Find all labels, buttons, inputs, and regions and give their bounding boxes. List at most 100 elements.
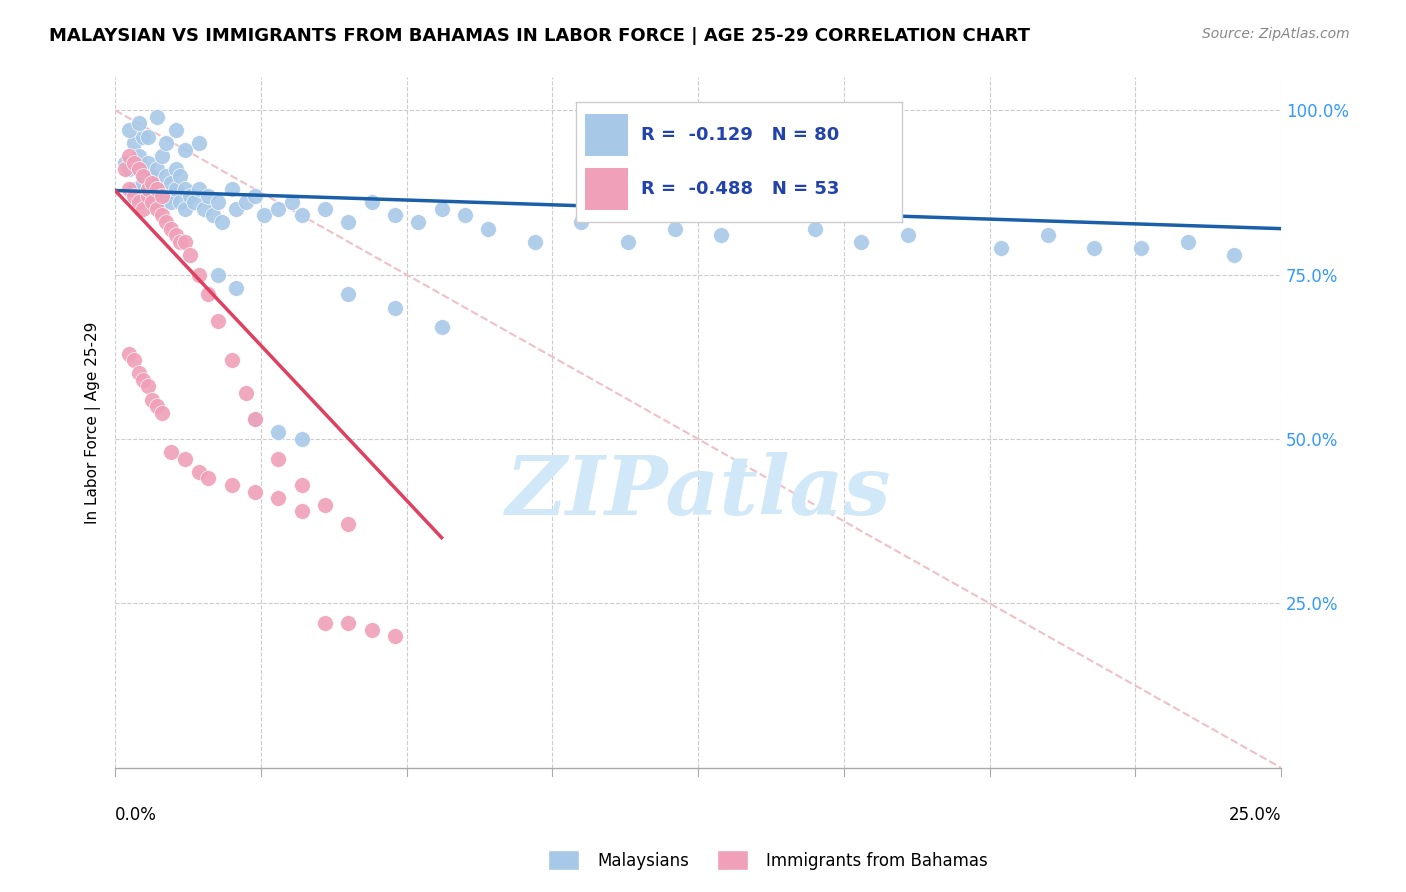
- Point: [291, 432, 314, 446]
- Point: [202, 209, 225, 223]
- Point: [314, 498, 336, 512]
- Text: Immigrants from Bahamas: Immigrants from Bahamas: [766, 852, 988, 870]
- Point: [221, 478, 243, 492]
- Point: [193, 202, 215, 216]
- Point: [132, 373, 155, 387]
- Point: [897, 228, 920, 243]
- Point: [160, 176, 183, 190]
- Point: [664, 221, 686, 235]
- Point: [243, 412, 266, 426]
- Point: [132, 169, 155, 183]
- Point: [136, 156, 159, 170]
- Point: [384, 629, 406, 643]
- Point: [571, 215, 593, 229]
- Point: [1036, 228, 1059, 243]
- Point: [118, 346, 141, 360]
- Point: [150, 149, 173, 163]
- Point: [150, 188, 173, 202]
- Point: [337, 517, 360, 532]
- Point: [221, 182, 243, 196]
- Point: [169, 169, 191, 183]
- Point: [267, 451, 290, 466]
- Point: [211, 215, 233, 229]
- Point: [146, 182, 169, 196]
- Text: MALAYSIAN VS IMMIGRANTS FROM BAHAMAS IN LABOR FORCE | AGE 25-29 CORRELATION CHAR: MALAYSIAN VS IMMIGRANTS FROM BAHAMAS IN …: [49, 27, 1031, 45]
- Point: [141, 195, 163, 210]
- Point: [122, 156, 145, 170]
- Point: [207, 195, 229, 210]
- Point: [617, 235, 640, 249]
- Point: [188, 465, 211, 479]
- Point: [136, 129, 159, 144]
- Point: [360, 195, 382, 210]
- Point: [169, 235, 191, 249]
- Point: [146, 110, 169, 124]
- Y-axis label: In Labor Force | Age 25-29: In Labor Force | Age 25-29: [86, 321, 101, 524]
- Point: [146, 182, 169, 196]
- Point: [281, 195, 304, 210]
- Point: [243, 188, 266, 202]
- Point: [169, 195, 191, 210]
- Point: [150, 406, 173, 420]
- Point: [477, 221, 499, 235]
- Point: [337, 287, 360, 301]
- Text: 0.0%: 0.0%: [115, 805, 157, 823]
- Point: [174, 182, 197, 196]
- Point: [146, 399, 169, 413]
- Point: [225, 281, 247, 295]
- Point: [141, 188, 163, 202]
- Point: [188, 182, 211, 196]
- Point: [179, 248, 201, 262]
- Point: [174, 202, 197, 216]
- Point: [146, 202, 169, 216]
- Point: [314, 616, 336, 631]
- Point: [165, 162, 187, 177]
- Point: [454, 209, 477, 223]
- Point: [291, 478, 314, 492]
- Point: [179, 188, 201, 202]
- Point: [291, 209, 314, 223]
- Point: [122, 353, 145, 368]
- Point: [132, 202, 155, 216]
- Point: [207, 314, 229, 328]
- Point: [1223, 248, 1246, 262]
- Point: [155, 188, 177, 202]
- Point: [267, 202, 290, 216]
- Point: [155, 169, 177, 183]
- Point: [160, 195, 183, 210]
- Point: [114, 156, 136, 170]
- Point: [128, 366, 150, 380]
- Point: [141, 176, 163, 190]
- Point: [990, 241, 1012, 255]
- Point: [160, 221, 183, 235]
- Point: [128, 116, 150, 130]
- Point: [150, 209, 173, 223]
- Point: [141, 169, 163, 183]
- Point: [1130, 241, 1153, 255]
- Point: [267, 425, 290, 440]
- Point: [128, 195, 150, 210]
- Point: [122, 188, 145, 202]
- Point: [128, 188, 150, 202]
- Point: [160, 445, 183, 459]
- Point: [243, 412, 266, 426]
- Point: [384, 209, 406, 223]
- Point: [188, 136, 211, 151]
- Point: [384, 301, 406, 315]
- Point: [225, 202, 247, 216]
- Point: [165, 123, 187, 137]
- Point: [118, 162, 141, 177]
- Text: Source: ZipAtlas.com: Source: ZipAtlas.com: [1202, 27, 1350, 41]
- Point: [221, 353, 243, 368]
- Point: [114, 162, 136, 177]
- Point: [122, 136, 145, 151]
- Point: [337, 616, 360, 631]
- Point: [314, 202, 336, 216]
- Point: [174, 235, 197, 249]
- Point: [851, 235, 873, 249]
- Point: [337, 215, 360, 229]
- Point: [197, 188, 219, 202]
- Point: [523, 235, 546, 249]
- Point: [118, 149, 141, 163]
- Point: [118, 123, 141, 137]
